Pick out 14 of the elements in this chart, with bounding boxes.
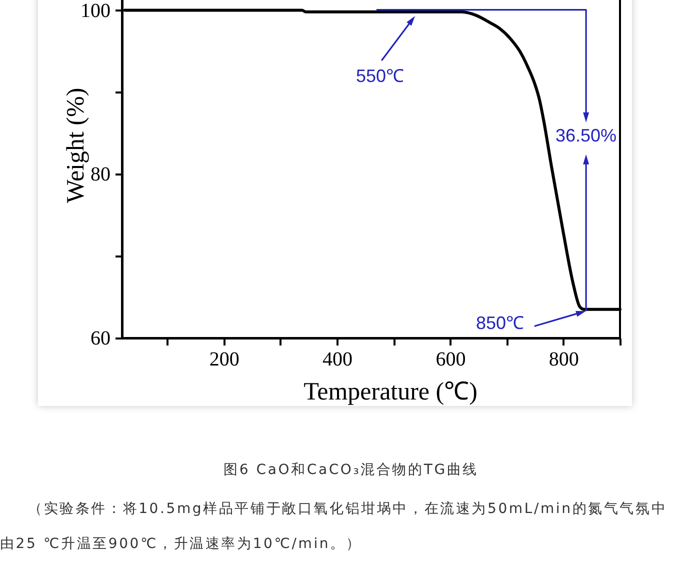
text: （实验条件：将10.5mg样品平铺于敞口氧化铝坩埚中，在流速为50mL/min的氮气气氛中由25 ℃升温至900℃，升温速率为10℃/min。）: [0, 501, 668, 552]
y-tick-label: 100: [80, 0, 110, 22]
y-axis-title: Weight (%): [62, 88, 90, 204]
annotation: 550℃: [356, 66, 404, 86]
y-tick-label: 60: [90, 328, 110, 350]
y-tick-label: 80: [90, 164, 110, 186]
x-axis-title: Temperature (℃): [304, 378, 478, 406]
x-tick-label: 400: [322, 348, 353, 370]
annotation: 36.50%: [556, 125, 617, 146]
text: 图6 CaO和CaCO₃混合物的TG曲线: [222, 461, 480, 480]
x-tick-label: 200: [209, 348, 240, 370]
annotation: 850℃: [476, 313, 524, 333]
x-tick-label: 600: [436, 348, 466, 370]
x-tick-label: 800: [548, 348, 579, 370]
